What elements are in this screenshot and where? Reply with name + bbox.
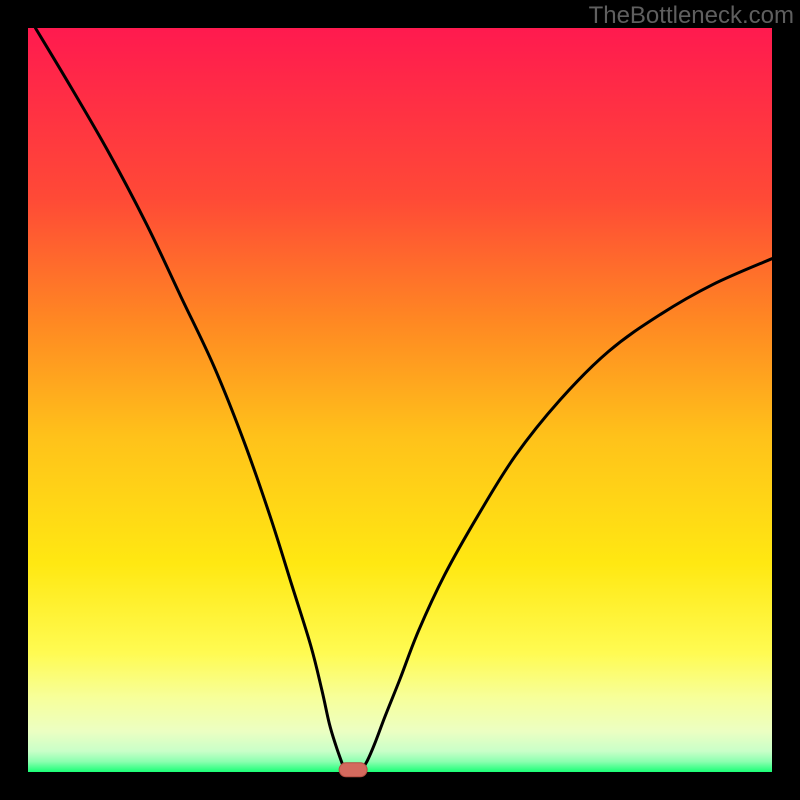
watermark-text: TheBottleneck.com (589, 2, 794, 30)
chart-root: TheBottleneck.com (0, 0, 800, 800)
vertex-marker (339, 763, 367, 777)
right-curve-branch (362, 259, 772, 769)
curve-overlay (0, 0, 800, 800)
left-curve-branch (35, 28, 344, 769)
